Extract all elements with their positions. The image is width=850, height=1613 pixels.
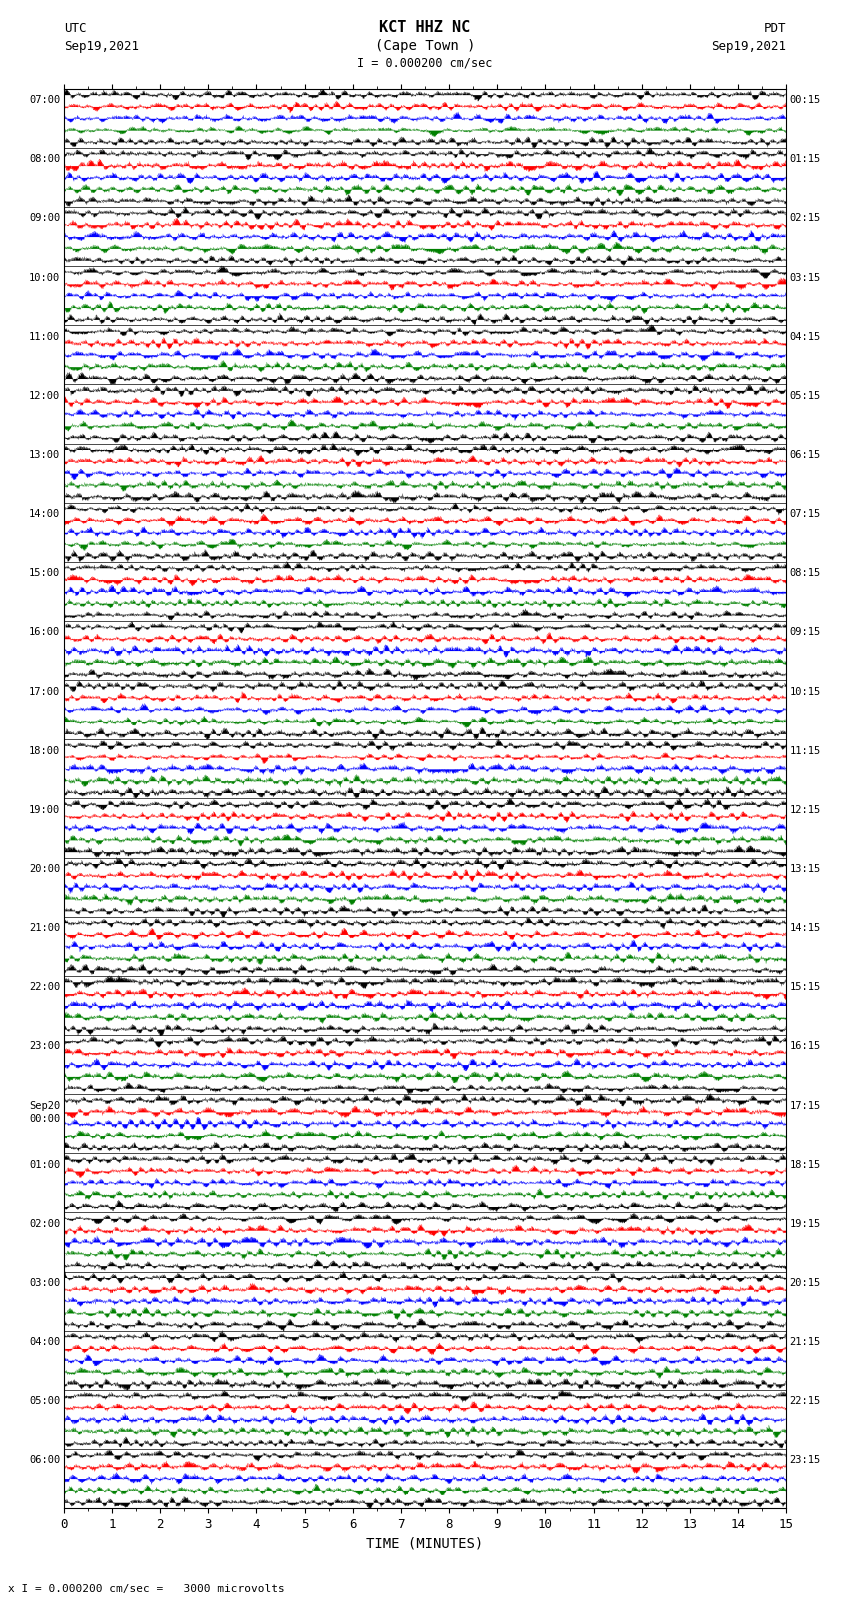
Text: 09:00: 09:00 xyxy=(29,213,60,224)
Text: 21:15: 21:15 xyxy=(790,1337,821,1347)
Text: 01:15: 01:15 xyxy=(790,155,821,165)
Text: 20:15: 20:15 xyxy=(790,1277,821,1289)
Text: 06:15: 06:15 xyxy=(790,450,821,460)
Text: PDT: PDT xyxy=(764,23,786,35)
Text: 15:15: 15:15 xyxy=(790,982,821,992)
Text: 03:15: 03:15 xyxy=(790,273,821,282)
Text: 12:15: 12:15 xyxy=(790,805,821,815)
Text: 08:00: 08:00 xyxy=(29,155,60,165)
Text: 11:15: 11:15 xyxy=(790,745,821,756)
Text: x I = 0.000200 cm/sec =   3000 microvolts: x I = 0.000200 cm/sec = 3000 microvolts xyxy=(8,1584,286,1594)
Text: 02:00: 02:00 xyxy=(29,1219,60,1229)
Text: 23:00: 23:00 xyxy=(29,1042,60,1052)
Text: 05:15: 05:15 xyxy=(790,390,821,402)
Text: I = 0.000200 cm/sec: I = 0.000200 cm/sec xyxy=(357,56,493,69)
Text: 07:15: 07:15 xyxy=(790,510,821,519)
Text: 18:00: 18:00 xyxy=(29,745,60,756)
Text: Sep19,2021: Sep19,2021 xyxy=(711,40,786,53)
Text: 04:15: 04:15 xyxy=(790,332,821,342)
Text: 16:00: 16:00 xyxy=(29,627,60,637)
Text: 19:00: 19:00 xyxy=(29,805,60,815)
Text: 17:00: 17:00 xyxy=(29,687,60,697)
Text: 15:00: 15:00 xyxy=(29,568,60,579)
Text: 22:00: 22:00 xyxy=(29,982,60,992)
Text: 09:15: 09:15 xyxy=(790,627,821,637)
Text: 18:15: 18:15 xyxy=(790,1160,821,1169)
Text: 12:00: 12:00 xyxy=(29,390,60,402)
Text: 06:00: 06:00 xyxy=(29,1455,60,1466)
Text: 01:00: 01:00 xyxy=(29,1160,60,1169)
Text: 14:15: 14:15 xyxy=(790,923,821,934)
Text: 13:00: 13:00 xyxy=(29,450,60,460)
Text: Sep20: Sep20 xyxy=(29,1100,60,1111)
Text: 16:15: 16:15 xyxy=(790,1042,821,1052)
Text: 02:15: 02:15 xyxy=(790,213,821,224)
Text: 00:00: 00:00 xyxy=(29,1113,60,1124)
Text: 03:00: 03:00 xyxy=(29,1277,60,1289)
Text: UTC: UTC xyxy=(64,23,86,35)
Text: 00:15: 00:15 xyxy=(790,95,821,105)
Text: 04:00: 04:00 xyxy=(29,1337,60,1347)
Text: 08:15: 08:15 xyxy=(790,568,821,579)
Text: 20:00: 20:00 xyxy=(29,865,60,874)
Text: 19:15: 19:15 xyxy=(790,1219,821,1229)
Text: KCT HHZ NC: KCT HHZ NC xyxy=(379,21,471,35)
Text: 10:15: 10:15 xyxy=(790,687,821,697)
Text: Sep19,2021: Sep19,2021 xyxy=(64,40,139,53)
Text: (Cape Town ): (Cape Town ) xyxy=(375,39,475,53)
X-axis label: TIME (MINUTES): TIME (MINUTES) xyxy=(366,1537,484,1550)
Text: 23:15: 23:15 xyxy=(790,1455,821,1466)
Text: 21:00: 21:00 xyxy=(29,923,60,934)
Text: 05:00: 05:00 xyxy=(29,1397,60,1407)
Text: 13:15: 13:15 xyxy=(790,865,821,874)
Text: 07:00: 07:00 xyxy=(29,95,60,105)
Text: 10:00: 10:00 xyxy=(29,273,60,282)
Text: 14:00: 14:00 xyxy=(29,510,60,519)
Text: 22:15: 22:15 xyxy=(790,1397,821,1407)
Text: 17:15: 17:15 xyxy=(790,1100,821,1111)
Text: 11:00: 11:00 xyxy=(29,332,60,342)
